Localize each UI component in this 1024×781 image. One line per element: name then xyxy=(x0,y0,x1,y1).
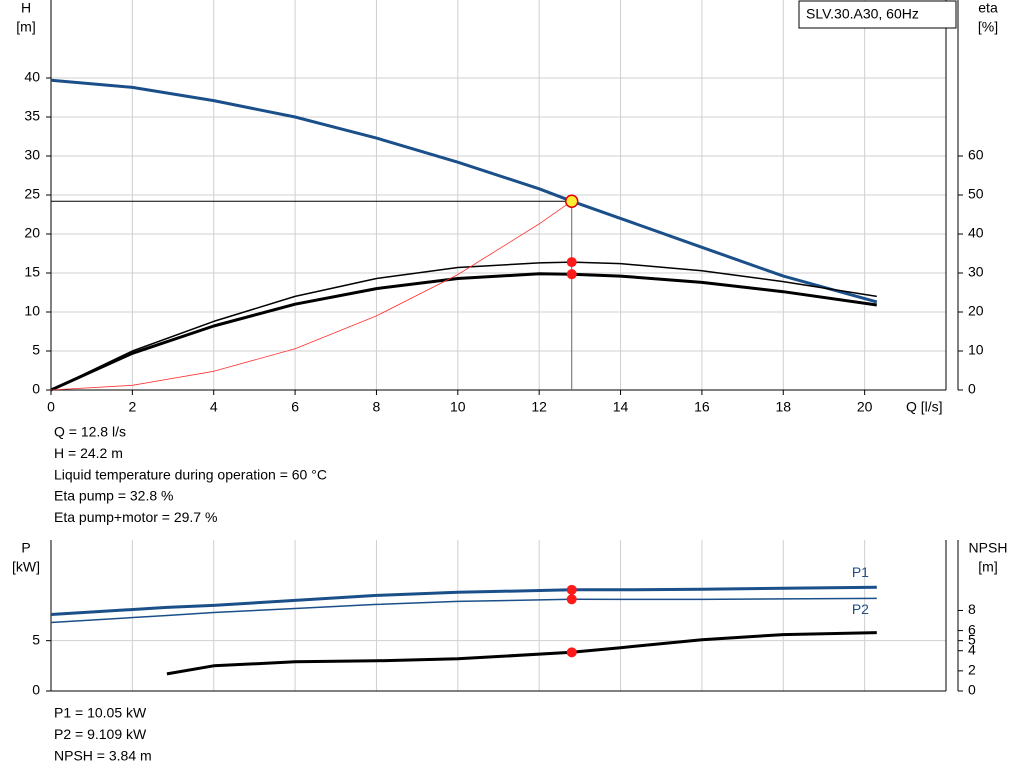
x-tick-label: 14 xyxy=(613,399,629,415)
info-line: Q = 12.8 l/s xyxy=(54,424,126,440)
x-tick-label: 18 xyxy=(775,399,791,415)
y-tick-label: 0 xyxy=(32,381,40,397)
y-tick-label: 0 xyxy=(32,682,40,698)
y-axis-label: H xyxy=(21,0,31,16)
y2-tick-label: 10 xyxy=(968,342,984,358)
x-tick-label: 10 xyxy=(450,399,466,415)
x-tick-label: 4 xyxy=(210,399,218,415)
legend-box xyxy=(798,0,957,29)
operating-point xyxy=(566,647,577,658)
series-line xyxy=(166,631,877,676)
y2-axis-label: eta xyxy=(978,0,998,16)
y2-tick-label: 5 xyxy=(968,631,976,647)
y2-tick-label: 8 xyxy=(968,601,976,617)
y2-tick-label: 50 xyxy=(968,186,984,202)
series-line xyxy=(50,585,877,616)
y2-tick-label: 40 xyxy=(968,225,984,241)
operating-point xyxy=(566,257,577,268)
y2-tick-label: 30 xyxy=(968,264,984,280)
y-tick-label: 10 xyxy=(24,303,40,319)
info-line: P2 = 9.109 kW xyxy=(54,726,147,742)
x-tick-label: 0 xyxy=(47,399,55,415)
series-line xyxy=(50,78,878,304)
y2-tick-label: 6 xyxy=(968,621,976,637)
info-line: P1 = 10.05 kW xyxy=(54,705,147,721)
y-tick-label: 35 xyxy=(24,108,40,124)
y2-tick-label: 0 xyxy=(968,682,976,698)
y-tick-label: 5 xyxy=(32,342,40,358)
x-axis-label: Q [l/s] xyxy=(906,399,943,415)
y2-tick-label: 2 xyxy=(968,662,976,678)
info-line: NPSH = 3.84 m xyxy=(54,747,152,763)
y2-tick-label: 20 xyxy=(968,303,984,319)
operating-point xyxy=(566,269,577,280)
y-axis-label: [m] xyxy=(16,19,35,35)
series-line xyxy=(50,200,572,391)
info-line: H = 24.2 m xyxy=(54,445,123,461)
series-line xyxy=(50,272,878,392)
y-tick-label: 40 xyxy=(24,69,40,85)
y2-axis-label: NPSH xyxy=(969,540,1008,556)
legend-text: SLV.30.A30, 60Hz xyxy=(806,6,919,22)
x-tick-label: 20 xyxy=(857,399,873,415)
series-label: P1 xyxy=(852,564,869,580)
y-tick-label: 30 xyxy=(24,147,40,163)
series-line xyxy=(50,597,877,624)
y-tick-label: 25 xyxy=(24,186,40,202)
y-axis-label: P xyxy=(21,540,30,556)
series-line xyxy=(50,261,877,391)
y2-tick-label: 0 xyxy=(968,381,976,397)
x-tick-label: 16 xyxy=(694,399,710,415)
series-label: P2 xyxy=(852,601,869,617)
x-tick-label: 2 xyxy=(128,399,136,415)
info-line: Liquid temperature during operation = 60… xyxy=(54,466,327,482)
y2-axis-label: [%] xyxy=(978,19,998,35)
y-tick-label: 20 xyxy=(24,225,40,241)
y-tick-label: 15 xyxy=(24,264,40,280)
y2-tick-label: 4 xyxy=(968,641,976,657)
x-tick-label: 8 xyxy=(373,399,381,415)
info-line: Eta pump+motor = 29.7 % xyxy=(54,509,217,525)
x-tick-label: 6 xyxy=(291,399,299,415)
operating-point xyxy=(566,594,577,605)
info-line: Eta pump = 32.8 % xyxy=(54,488,173,504)
operating-point xyxy=(564,194,579,208)
y-axis-label: [kW] xyxy=(12,559,40,575)
y-tick-label: 5 xyxy=(32,631,40,647)
y2-axis-label: [m] xyxy=(978,559,997,575)
x-tick-label: 12 xyxy=(531,399,547,415)
operating-point xyxy=(566,584,577,595)
y2-tick-label: 60 xyxy=(968,147,984,163)
